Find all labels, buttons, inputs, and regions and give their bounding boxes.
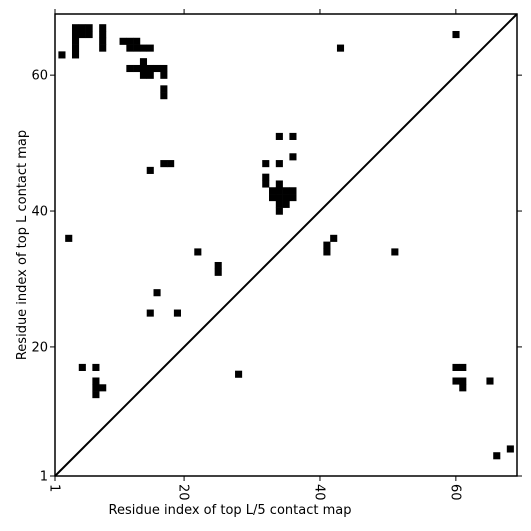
contact-cell bbox=[92, 363, 100, 371]
contact-cell bbox=[275, 207, 283, 215]
contact-cell bbox=[269, 187, 277, 195]
contact-cell bbox=[214, 261, 222, 270]
contact-cell bbox=[99, 30, 107, 39]
contact-cell bbox=[99, 37, 107, 45]
contact-cell bbox=[167, 160, 175, 168]
contact-cell bbox=[71, 37, 80, 45]
contact-cell bbox=[139, 71, 148, 79]
y-axis-label: Residue index of top L contact map bbox=[15, 130, 30, 360]
contact-cell bbox=[459, 384, 467, 392]
x-tick-label: 60 bbox=[447, 484, 462, 501]
contact-cell bbox=[160, 85, 168, 93]
contact-cell bbox=[214, 268, 222, 276]
contact-cell bbox=[92, 377, 100, 385]
contact-cell bbox=[133, 64, 141, 73]
contact-cell bbox=[99, 24, 107, 32]
y-tick-label: 20 bbox=[31, 340, 48, 355]
contact-cell bbox=[78, 363, 86, 371]
contact-cell bbox=[139, 44, 148, 52]
contact-cell bbox=[486, 377, 494, 385]
contact-cell bbox=[160, 71, 168, 79]
contact-cell bbox=[65, 234, 73, 242]
contact-cell bbox=[153, 64, 161, 73]
contact-cell bbox=[58, 51, 66, 59]
contact-cell bbox=[126, 44, 134, 52]
y-tick-label: 1 bbox=[40, 470, 48, 485]
contact-cell bbox=[275, 160, 283, 168]
y-tick-label: 40 bbox=[31, 205, 48, 220]
contact-cell bbox=[71, 51, 80, 59]
contact-cell bbox=[275, 194, 283, 202]
x-tick-label: 20 bbox=[176, 484, 191, 501]
contact-cell bbox=[275, 200, 283, 208]
contact-cell bbox=[323, 241, 331, 249]
y-tick-label: 60 bbox=[31, 69, 48, 84]
x-tick-label: 1 bbox=[47, 484, 62, 492]
contact-cell bbox=[146, 44, 154, 52]
contact-cell bbox=[452, 363, 460, 371]
contact-cell bbox=[493, 452, 501, 460]
contact-cell bbox=[133, 44, 141, 52]
contact-cell bbox=[160, 92, 168, 100]
contact-cell bbox=[133, 37, 141, 45]
contact-cell bbox=[126, 37, 134, 45]
plot-frame bbox=[54, 13, 518, 477]
contact-cell bbox=[119, 37, 127, 45]
diagonal-line bbox=[54, 13, 518, 477]
contact-cell bbox=[146, 71, 154, 79]
contact-cell bbox=[262, 173, 270, 181]
contact-cell bbox=[289, 132, 297, 140]
contact-cell bbox=[153, 289, 161, 297]
contact-cell bbox=[71, 30, 80, 39]
contact-cell bbox=[282, 194, 290, 202]
contact-cell bbox=[99, 44, 107, 52]
contact-cell bbox=[194, 248, 202, 256]
contact-cell bbox=[235, 370, 243, 378]
contact-cell bbox=[146, 64, 154, 73]
contact-cell bbox=[330, 234, 338, 242]
contact-cell bbox=[139, 64, 148, 73]
contact-cell bbox=[459, 377, 467, 385]
contact-cell bbox=[85, 30, 93, 39]
contact-cell bbox=[146, 309, 154, 317]
contact-cell bbox=[71, 24, 80, 32]
contact-cell bbox=[78, 30, 86, 39]
contact-cell bbox=[78, 24, 86, 32]
contact-cell bbox=[282, 187, 290, 195]
x-tick-label: 40 bbox=[311, 484, 326, 501]
contact-cell bbox=[391, 248, 399, 256]
contact-cell bbox=[323, 248, 331, 256]
contact-cell bbox=[282, 200, 290, 208]
contact-cell bbox=[173, 309, 181, 317]
contact-cell bbox=[146, 166, 154, 174]
contact-cell bbox=[85, 24, 93, 32]
contact-cell bbox=[262, 160, 270, 168]
contact-cell bbox=[269, 194, 277, 202]
axis-ticks: 1 20 40 60 1 20 40 60 bbox=[31, 9, 522, 501]
contact-cell bbox=[275, 187, 283, 195]
contact-cell bbox=[506, 445, 514, 453]
x-axis-label: Residue index of top L/5 contact map bbox=[109, 503, 352, 518]
contact-cell bbox=[452, 377, 460, 385]
contact-cell bbox=[289, 187, 297, 195]
contact-cell bbox=[459, 363, 467, 371]
contact-cell bbox=[160, 160, 168, 168]
contact-cell bbox=[126, 64, 134, 73]
contact-cell bbox=[275, 180, 283, 188]
contact-cells bbox=[58, 24, 514, 460]
contact-cell bbox=[275, 132, 283, 140]
contact-cell bbox=[71, 44, 80, 52]
contact-cell bbox=[262, 180, 270, 188]
contact-cell bbox=[289, 194, 297, 202]
contact-cell bbox=[160, 64, 168, 73]
contact-cell bbox=[139, 58, 148, 66]
contact-cell bbox=[99, 384, 107, 392]
contact-cell bbox=[336, 44, 345, 52]
contact-cell bbox=[92, 391, 100, 399]
contact-cell bbox=[289, 153, 297, 161]
contact-cell bbox=[92, 384, 100, 392]
contact-cell bbox=[452, 30, 460, 39]
